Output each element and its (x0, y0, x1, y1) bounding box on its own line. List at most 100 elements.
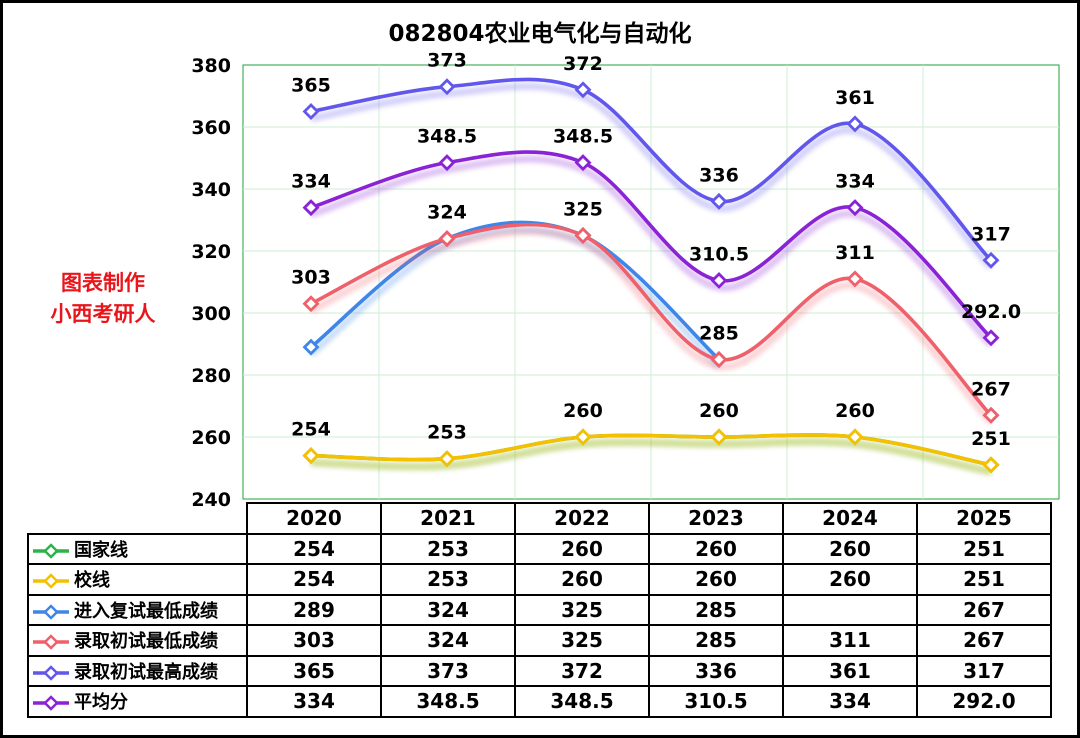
table-cell: 289 (246, 593, 382, 626)
table-cell: 325 (514, 624, 650, 657)
legend-marker-icon (33, 603, 69, 620)
series-line (309, 433, 993, 467)
legend-diamond (43, 573, 59, 590)
data-table: 2020 2021 2022 2023 2024 2025 国家线 254 25… (27, 502, 1052, 718)
series-shadow-line (310, 438, 992, 476)
table-row: 校线 254 253 260 260 260 251 (27, 563, 1052, 596)
data-label: 260 (563, 400, 603, 422)
data-label: 303 (291, 267, 331, 289)
table-cell: 260 (514, 563, 650, 596)
data-point-marker (302, 199, 320, 217)
table-cell: 373 (380, 654, 516, 687)
legend-diamond (43, 603, 59, 620)
legend-cell: 进入复试最低成绩 (27, 593, 248, 626)
table-cell: 334 (782, 685, 918, 718)
legend-marker-icon (33, 695, 69, 712)
legend-cell: 校线 (27, 563, 248, 596)
table-header-cell: 2024 (782, 502, 918, 535)
table-row: 录取初试最高成绩 365 373 372 336 361 317 (27, 654, 1052, 687)
table-cell: 324 (380, 624, 516, 657)
series-line (309, 222, 993, 418)
series-1 (302, 428, 1000, 476)
y-tick-label: 320 (191, 241, 231, 263)
table-cell: 267 (916, 624, 1052, 657)
data-point-marker (846, 199, 864, 217)
table-header-cell: 2021 (380, 502, 516, 535)
data-point-marker (302, 447, 320, 465)
data-label: 260 (699, 400, 739, 422)
table-cell: 260 (648, 563, 784, 596)
table-cell: 317 (916, 654, 1052, 687)
legend-label: 进入复试最低成绩 (74, 600, 218, 622)
y-tick-label: 240 (191, 489, 231, 511)
legend-marker-icon (33, 634, 69, 651)
data-point-marker (982, 329, 1000, 347)
data-point-marker (574, 154, 592, 172)
series-line (309, 150, 993, 340)
data-label: 285 (699, 323, 739, 345)
table-cell: 310.5 (648, 685, 784, 718)
data-point-marker (710, 428, 728, 446)
table-cell: 324 (380, 593, 516, 626)
legend-cell: 录取初试最低成绩 (27, 624, 248, 657)
legend-diamond (43, 634, 59, 651)
table-cell: 336 (648, 654, 784, 687)
legend-label: 国家线 (74, 539, 128, 561)
data-point-marker (846, 115, 864, 133)
data-label: 373 (427, 50, 467, 72)
data-point-marker (710, 351, 728, 368)
table-cell: 348.5 (380, 685, 516, 718)
data-point-marker (710, 271, 728, 289)
data-label: 292.0 (961, 301, 1021, 323)
data-label: 324 (427, 202, 467, 224)
data-point-marker (302, 103, 320, 120)
series-line (309, 220, 721, 362)
table-cell: 303 (246, 624, 382, 657)
table-row: 国家线 254 253 260 260 260 251 (27, 532, 1052, 565)
data-point-marker (438, 450, 456, 468)
table-cell: 254 (246, 563, 382, 596)
table-cell: 260 (514, 532, 650, 565)
y-tick-label: 280 (191, 365, 231, 387)
y-tick-label: 360 (191, 117, 231, 139)
legend-cell: 国家线 (27, 532, 248, 565)
data-point-marker (846, 270, 864, 288)
table-row: 录取初试最低成绩 303 324 325 285 311 267 (27, 624, 1052, 657)
data-label: 251 (971, 428, 1011, 450)
table-cell: 253 (380, 563, 516, 596)
table-cell: 311 (782, 624, 918, 657)
table-cell: 260 (648, 532, 784, 565)
y-tick-label: 380 (191, 55, 231, 77)
table-cell: 292.0 (916, 685, 1052, 718)
watermark-line-1: 图表制作 (61, 271, 145, 295)
table-cell (782, 593, 918, 626)
data-point-marker (438, 78, 456, 96)
data-label: 348.5 (417, 126, 477, 148)
data-label: 254 (291, 419, 331, 441)
data-point-marker (846, 428, 864, 446)
data-label: 334 (291, 171, 331, 193)
data-label: 348.5 (553, 126, 613, 148)
data-point-marker (982, 456, 1000, 474)
data-point-marker (302, 338, 320, 356)
chart-title: 082804农业电气化与自动化 (388, 21, 692, 47)
legend-label: 录取初试最低成绩 (74, 631, 218, 653)
series-shadow-line (309, 155, 994, 348)
table-row: 平均分 334 348.5 348.5 310.5 334 292.0 (27, 685, 1052, 718)
watermark-text: 图表制作 小西考研人 (18, 268, 188, 330)
data-label: 267 (971, 378, 1011, 400)
table-header-cell: 2025 (916, 502, 1052, 535)
data-label: 311 (835, 242, 875, 264)
y-tick-label: 340 (191, 179, 231, 201)
series-3 (302, 222, 1000, 425)
table-header-cell: 2023 (648, 502, 784, 535)
data-label: 365 (291, 75, 331, 97)
data-point-marker (574, 227, 592, 244)
series-shadow-line (309, 228, 994, 425)
data-label: 334 (835, 171, 875, 193)
table-cell: 285 (648, 624, 784, 657)
series-5 (302, 150, 1000, 348)
data-label: 336 (699, 164, 739, 186)
table-cell: 325 (514, 593, 650, 626)
